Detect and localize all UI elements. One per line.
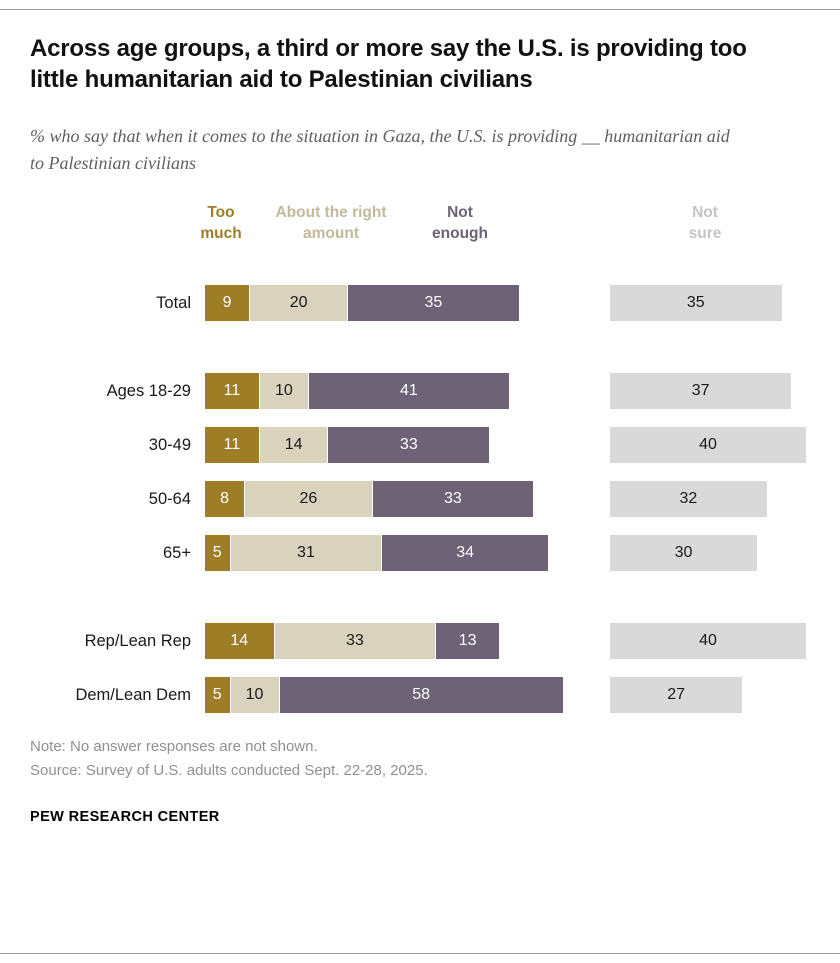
- bar-value: 13: [458, 632, 477, 650]
- row-label: 65+: [163, 543, 191, 562]
- bar-value: 14: [284, 436, 303, 454]
- legend-label-not-sure: Not sure: [688, 204, 722, 243]
- stacked-bar-chart: Too much About the right amount Not enou…: [30, 203, 810, 714]
- bar-value: 30: [674, 544, 693, 562]
- bar-value: 9: [222, 294, 232, 312]
- stacked-bar: 8 26 33: [205, 481, 610, 518]
- bar-segment-about-the-right-amount: 20: [249, 285, 348, 322]
- bar-segment-about-the-right-amount: 26: [244, 481, 372, 518]
- bar-segment-about-the-right-amount: 10: [229, 677, 279, 714]
- bar-value: 58: [412, 686, 430, 704]
- chart-title: Across age groups, a third or more say t…: [30, 35, 747, 93]
- brand-label: PEW RESEARCH CENTER: [30, 809, 220, 826]
- bar-segment-not-sure: 30: [610, 535, 757, 572]
- stacked-bar: 9 20 35: [205, 285, 610, 322]
- legend-label-too-much: Too much: [200, 204, 242, 243]
- bar-value: 11: [223, 382, 241, 400]
- bar-value: 10: [274, 382, 293, 400]
- chart-rows: Total 9 20 35 35 Ages 18-29 11 10 41 37 30-49 11 14 3…: [30, 285, 810, 714]
- not-sure-column: 27: [610, 677, 810, 714]
- note-text: Note: No answer responses are not shown.: [30, 738, 318, 756]
- bar-segment-not-enough: 35: [347, 285, 519, 322]
- chart-row: 65+ 5 31 34 30: [30, 535, 810, 572]
- bar-segment-too-much: 5: [205, 677, 230, 714]
- bar-value: 34: [456, 544, 475, 562]
- bar-value: 8: [220, 490, 230, 508]
- bar-value: 33: [399, 436, 418, 454]
- stacked-bar: 14 33 13: [205, 623, 610, 660]
- bar-value: 37: [691, 382, 710, 400]
- chart-subtitle: % who say that when it comes to the situ…: [30, 126, 730, 174]
- bar-segment-too-much: 8: [205, 481, 245, 518]
- not-sure-column: 30: [610, 535, 810, 572]
- bar-value: 11: [223, 436, 241, 454]
- bar-value: 33: [346, 632, 364, 650]
- bar-segment-not-sure: 35: [610, 285, 782, 322]
- stacked-bar: 5 31 34: [205, 535, 610, 572]
- chart-row: 30-49 11 14 33 40: [30, 427, 810, 464]
- not-sure-column: 40: [610, 623, 810, 660]
- bar-segment-not-sure: 32: [610, 481, 767, 518]
- bar-value: 35: [424, 294, 443, 312]
- row-label: Total: [156, 293, 191, 312]
- stacked-bar: 11 14 33: [205, 427, 610, 464]
- bar-value: 31: [297, 544, 315, 562]
- row-label: 30-49: [148, 435, 191, 454]
- bar-value: 33: [444, 490, 462, 508]
- bar-segment-not-enough: 58: [278, 677, 563, 714]
- bar-segment-too-much: 11: [205, 427, 259, 464]
- row-label: 50-64: [148, 489, 191, 508]
- row-label: Dem/Lean Dem: [75, 685, 191, 704]
- top-border: [0, 9, 840, 10]
- not-sure-column: 35: [610, 285, 810, 322]
- not-sure-column: 32: [610, 481, 810, 518]
- bar-value: 5: [212, 544, 222, 562]
- bar-value: 20: [289, 294, 308, 312]
- bar-segment-too-much: 5: [205, 535, 230, 572]
- chart-row: Rep/Lean Rep 14 33 13 40: [30, 623, 810, 660]
- bar-value: 40: [699, 632, 717, 650]
- bar-segment-not-enough: 34: [381, 535, 548, 572]
- bar-segment-too-much: 11: [205, 373, 259, 410]
- chart-row: 50-64 8 26 33 32: [30, 481, 810, 518]
- bar-segment-about-the-right-amount: 14: [258, 427, 328, 464]
- bar-segment-not-sure: 37: [610, 373, 792, 410]
- chart-row: Total 9 20 35 35: [30, 285, 810, 322]
- chart-row: Ages 18-29 11 10 41 37: [30, 373, 810, 410]
- legend-label-not-enough: Not enough: [432, 204, 488, 243]
- bar-segment-about-the-right-amount: 31: [229, 535, 382, 572]
- bar-segment-not-sure: 40: [610, 427, 806, 464]
- stacked-bar: 11 10 41: [205, 373, 610, 410]
- bar-segment-not-sure: 40: [610, 623, 806, 660]
- source-text: Source: Survey of U.S. adults conducted …: [30, 762, 428, 780]
- bar-value: 27: [667, 686, 686, 704]
- row-label: Rep/Lean Rep: [84, 631, 191, 650]
- bar-segment-not-enough: 33: [371, 481, 534, 518]
- row-label: Ages 18-29: [106, 381, 191, 400]
- not-sure-column: 37: [610, 373, 810, 410]
- bar-value: 5: [212, 686, 222, 704]
- bar-segment-about-the-right-amount: 10: [258, 373, 308, 410]
- bar-value: 14: [230, 632, 249, 650]
- bar-segment-not-enough: 33: [327, 427, 490, 464]
- chart-row: Dem/Lean Dem 5 10 58 27: [30, 677, 810, 714]
- bar-value: 35: [686, 294, 705, 312]
- bar-segment-not-enough: 13: [435, 623, 499, 660]
- chart-footer: Note: No answer responses are not shown.…: [30, 735, 810, 783]
- stacked-bar: 5 10 58: [205, 677, 610, 714]
- bar-segment-not-sure: 27: [610, 677, 743, 714]
- bar-value: 41: [399, 382, 418, 400]
- bar-value: 32: [679, 490, 698, 508]
- bar-value: 10: [245, 686, 264, 704]
- bar-segment-not-enough: 41: [307, 373, 509, 410]
- bar-segment-about-the-right-amount: 33: [273, 623, 436, 660]
- bar-segment-too-much: 14: [205, 623, 274, 660]
- bar-value: 26: [299, 490, 318, 508]
- bar-value: 40: [699, 436, 717, 454]
- legend-label-about-right: About the right amount: [275, 204, 387, 243]
- page-content: Across age groups, a third or more say t…: [0, 34, 840, 825]
- bar-segment-too-much: 9: [205, 285, 250, 322]
- legend-headers: Too much About the right amount Not enou…: [30, 203, 810, 259]
- not-sure-column: 40: [610, 427, 810, 464]
